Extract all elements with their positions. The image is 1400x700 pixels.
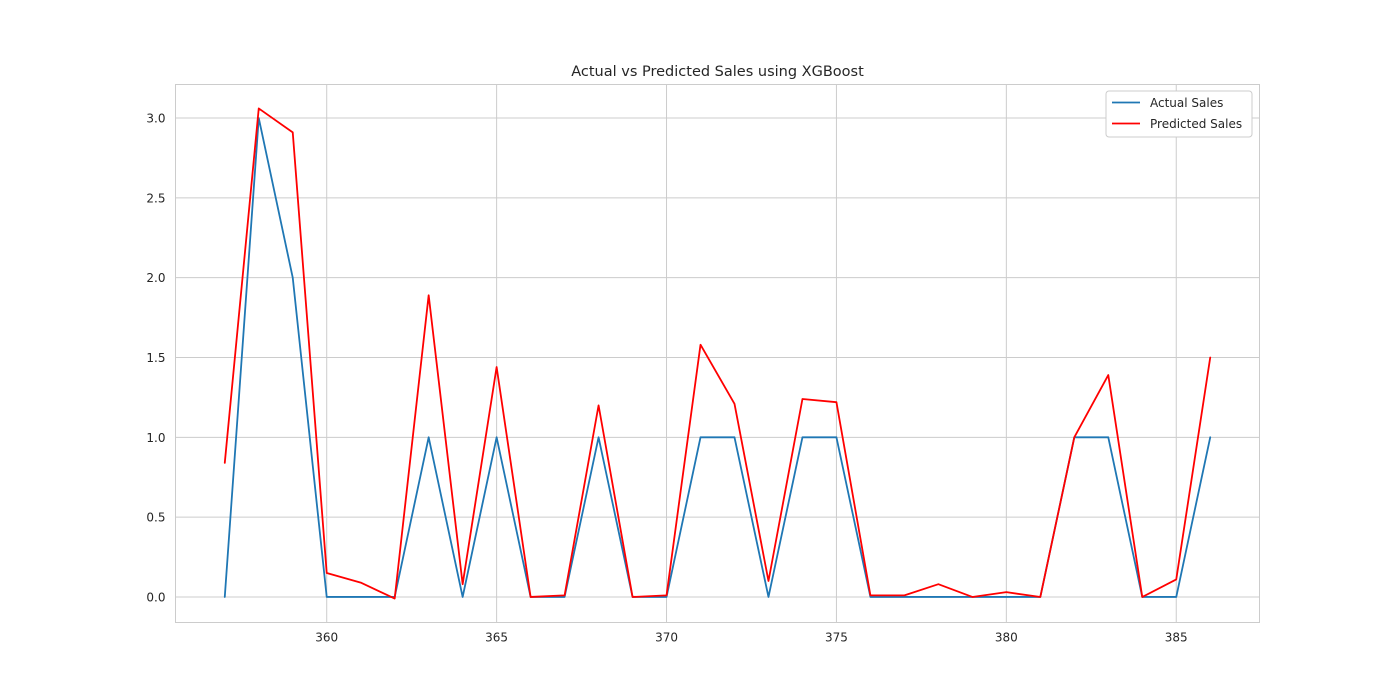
x-tick-label: 380 [995,631,1018,645]
series-layer [223,107,1212,600]
x-tick-label: 385 [1165,631,1188,645]
x-tick-label: 360 [315,631,338,645]
y-tick-label: 0.0 [146,590,165,604]
legend-label-predicted-sales: Predicted Sales [1150,117,1242,131]
legend-box [1105,90,1253,138]
chart-title: Actual vs Predicted Sales using XGBoost [571,64,864,80]
y-tick-label: 2.0 [146,271,165,285]
grid-layer [175,84,1260,623]
y-tick-label: 2.5 [146,191,165,205]
y-tick-label: 3.0 [146,112,165,126]
x-tick-label: 365 [485,631,508,645]
series-line-predicted-sales [223,107,1212,600]
y-tick-label: 1.0 [146,431,165,445]
tick-layer: 360 365 370 375 380 385 0.0 0.5 1.0 1.5 2.0 2.5 3.0 [146,112,1187,645]
y-tick-label: 1.5 [146,351,165,365]
x-tick-label: 375 [825,631,848,645]
y-tick-label: 0.5 [146,511,165,525]
legend: Actual Sales Predicted Sales [1105,90,1253,138]
x-tick-label: 370 [655,631,678,645]
plot-frame [175,84,1260,623]
legend-label-actual-sales: Actual Sales [1150,96,1223,110]
